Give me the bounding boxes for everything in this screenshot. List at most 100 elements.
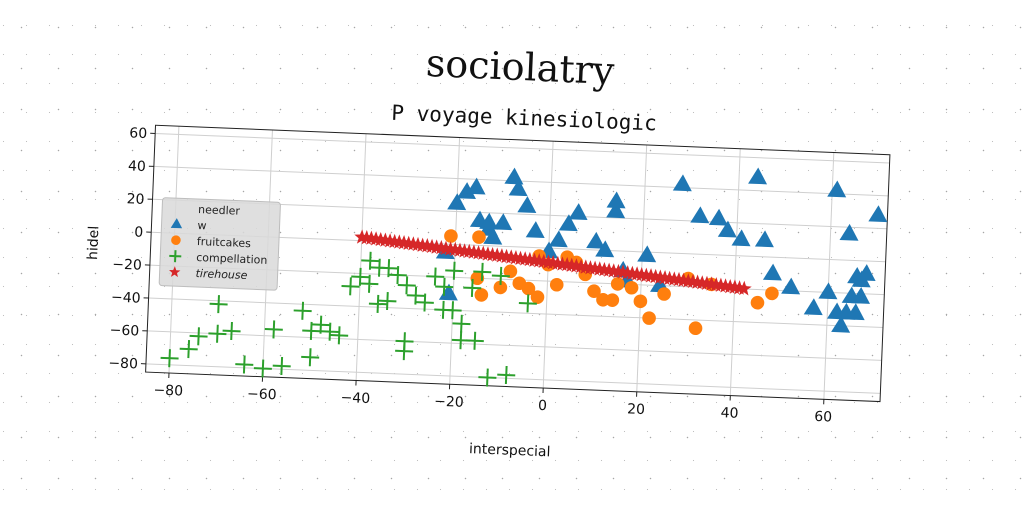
data-point-fruitcakes <box>549 277 564 292</box>
legend-marker-tirehouse <box>169 266 181 278</box>
data-point-w <box>717 220 737 238</box>
data-point-w <box>558 214 578 232</box>
data-point-compellation <box>222 321 241 341</box>
x-gridline <box>729 148 741 396</box>
legend-label: compellation <box>196 251 268 267</box>
y-axis-label: hidel <box>85 225 102 260</box>
legend-marker-fruitcakes <box>171 235 181 245</box>
plot-area <box>145 124 891 403</box>
data-point-compellation <box>445 261 464 280</box>
data-point-compellation <box>406 286 425 305</box>
data-point-w <box>748 167 768 185</box>
y-tick-label: −20 <box>112 257 142 274</box>
data-point-compellation <box>478 368 497 387</box>
y-tick-label: −40 <box>111 290 141 307</box>
data-point-compellation <box>302 321 321 340</box>
legend-label: w <box>197 219 207 232</box>
data-point-w <box>504 167 524 185</box>
data-point-compellation <box>443 301 462 320</box>
data-point-fruitcakes <box>470 271 485 286</box>
data-point-compellation <box>491 266 510 285</box>
data-point-compellation <box>272 356 291 376</box>
data-point-compellation <box>341 277 360 296</box>
data-point-w <box>456 182 476 200</box>
figure-title: sociolatry <box>425 41 616 93</box>
data-point-fruitcakes <box>474 288 489 302</box>
data-point-w <box>508 179 528 197</box>
x-tick-label: 20 <box>627 401 645 418</box>
data-point-w <box>708 208 728 226</box>
data-point-w <box>839 223 859 241</box>
data-point-compellation <box>397 276 416 295</box>
data-point-w <box>525 221 545 239</box>
data-point-compellation <box>311 315 330 334</box>
data-point-w <box>690 206 710 224</box>
x-tick-label: −60 <box>247 386 277 403</box>
data-point-compellation <box>320 322 339 341</box>
data-point-compellation <box>415 293 434 312</box>
data-point-compellation <box>473 262 492 281</box>
data-point-fruitcakes <box>765 286 779 301</box>
data-point-tirehouse <box>736 280 752 296</box>
series-compellation <box>160 251 537 387</box>
x-axis-label: interspecial <box>469 441 551 460</box>
data-point-w <box>637 245 657 263</box>
data-point-compellation <box>179 340 198 359</box>
data-point-w <box>447 193 467 211</box>
data-point-compellation <box>452 314 471 333</box>
data-point-w <box>827 180 847 198</box>
data-point-compellation <box>368 294 387 313</box>
data-point-w <box>851 286 871 304</box>
data-point-fruitcakes <box>657 287 671 301</box>
series-fruitcakes <box>444 229 779 336</box>
y-tick-label: −60 <box>109 322 139 339</box>
data-point-fruitcakes <box>472 230 486 244</box>
data-point-fruitcakes <box>642 311 656 325</box>
data-point-compellation <box>264 320 283 339</box>
data-point-fruitcakes <box>521 281 536 296</box>
y-tick-label: −80 <box>108 355 138 372</box>
x-tick-label: 60 <box>814 409 832 426</box>
y-tick-label: 60 <box>129 125 147 142</box>
data-point-fruitcakes <box>587 284 601 298</box>
data-point-fruitcakes <box>605 293 620 307</box>
data-point-fruitcakes <box>624 280 639 295</box>
data-point-fruitcakes <box>493 280 508 295</box>
data-point-compellation <box>351 267 370 286</box>
data-point-w <box>762 263 782 281</box>
data-point-w <box>831 315 851 333</box>
data-point-compellation <box>426 267 445 286</box>
data-point-w <box>868 205 888 223</box>
data-point-w <box>595 240 615 258</box>
data-point-compellation <box>361 251 380 270</box>
data-points <box>160 167 888 387</box>
data-point-compellation <box>388 266 407 285</box>
data-point-compellation <box>360 274 379 293</box>
data-point-compellation <box>465 331 484 350</box>
data-point-compellation <box>293 301 312 320</box>
x-tick-label: −80 <box>153 382 183 399</box>
data-point-w <box>483 227 503 245</box>
data-point-compellation <box>253 359 272 378</box>
data-point-w <box>606 191 626 209</box>
data-point-fruitcakes <box>610 277 625 291</box>
data-point-compellation <box>209 295 228 314</box>
y-tick-label: 40 <box>128 158 146 175</box>
data-point-w <box>845 303 865 321</box>
x-gridline <box>355 133 367 381</box>
data-point-w <box>517 196 537 213</box>
data-point-compellation <box>435 277 454 296</box>
data-point-w <box>818 282 838 300</box>
y-tick-label: 20 <box>126 191 144 208</box>
data-point-compellation <box>301 348 320 367</box>
data-point-fruitcakes <box>444 229 458 243</box>
legend-box <box>158 197 281 291</box>
y-gridline <box>147 330 882 361</box>
plot-group: P voyage kinesiologic −80 −60 −40 −20 0 20 40 6… <box>85 101 891 460</box>
data-point-w <box>803 298 823 316</box>
data-point-w <box>586 231 606 249</box>
data-point-w <box>754 230 774 248</box>
x-tick-label: −40 <box>340 390 370 407</box>
